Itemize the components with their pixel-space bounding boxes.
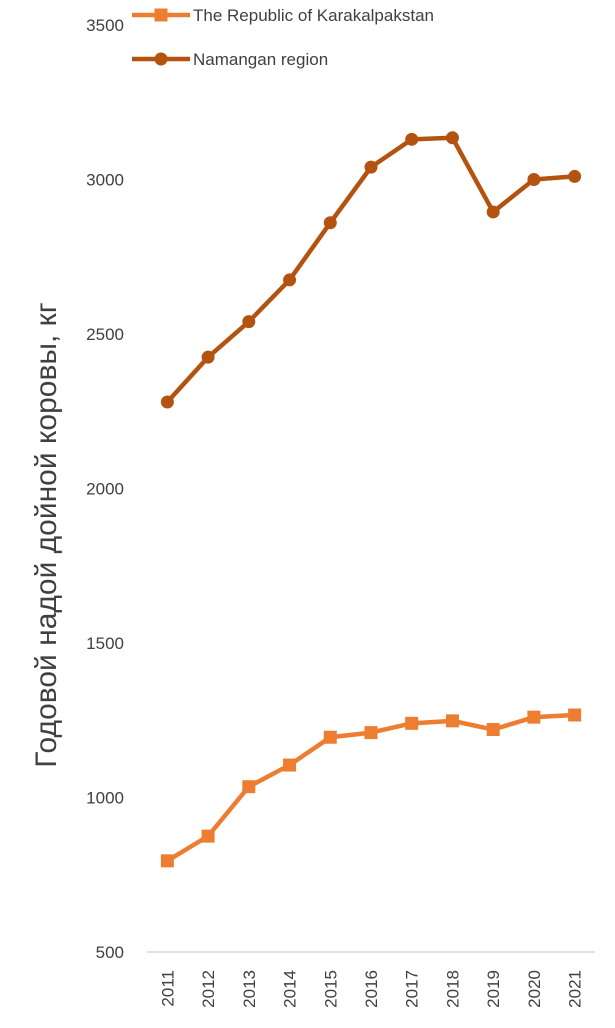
legend-marker xyxy=(154,8,168,22)
y-tick-label: 1000 xyxy=(86,789,124,808)
data-point xyxy=(323,216,337,230)
y-axis-label: Годовой надой дойной коровы, кг xyxy=(30,302,63,767)
data-point xyxy=(486,723,500,737)
data-point xyxy=(527,710,541,724)
data-point xyxy=(201,829,215,843)
x-tick-label: 2015 xyxy=(321,970,340,1008)
y-tick-label: 3000 xyxy=(86,171,124,190)
series-layer xyxy=(160,131,582,868)
data-point xyxy=(201,350,215,364)
data-point xyxy=(160,854,174,868)
y-axis-ticks: 500 1000 1500 2000 2500 3000 3500 xyxy=(86,16,124,962)
legend-item: The Republic of Karakalpakstan xyxy=(132,6,434,25)
data-point xyxy=(445,131,459,145)
y-tick-label: 1500 xyxy=(86,634,124,653)
x-tick-label: 2020 xyxy=(525,970,544,1008)
data-point xyxy=(364,726,378,740)
x-tick-label: 2012 xyxy=(199,970,218,1008)
legend-marker xyxy=(154,52,168,66)
data-point xyxy=(405,132,419,146)
data-point xyxy=(242,315,256,329)
data-point xyxy=(323,730,337,744)
x-tick-label: 2011 xyxy=(158,970,177,1007)
series-line xyxy=(165,135,577,405)
data-point xyxy=(283,273,297,287)
data-point xyxy=(283,758,297,772)
y-tick-label: 2500 xyxy=(86,325,124,344)
y-tick-label: 500 xyxy=(96,943,124,962)
data-point xyxy=(160,395,174,409)
y-tick-label: 3500 xyxy=(86,16,124,35)
series-karakalpakstan xyxy=(160,708,582,868)
data-point xyxy=(568,169,582,183)
data-point xyxy=(364,160,378,174)
x-tick-label: 2017 xyxy=(403,970,422,1008)
x-tick-label: 2021 xyxy=(566,970,585,1008)
legend-label: Namangan region xyxy=(193,50,328,69)
x-tick-label: 2016 xyxy=(362,970,381,1008)
data-point xyxy=(405,716,419,730)
series-namangan xyxy=(160,131,582,409)
legend: The Republic of Karakalpakstan Namangan r… xyxy=(132,6,434,69)
x-tick-label: 2014 xyxy=(281,970,300,1008)
x-axis-ticks: 2011 2012 2013 2014 2015 2016 2017 2018 2019 2020… xyxy=(158,970,584,1008)
x-tick-label: 2019 xyxy=(484,970,503,1008)
x-tick-label: 2013 xyxy=(240,970,259,1008)
x-tick-label: 2018 xyxy=(443,970,462,1008)
y-tick-label: 2000 xyxy=(86,480,124,499)
data-point xyxy=(527,173,541,186)
data-point xyxy=(445,714,459,728)
legend-item: Namangan region xyxy=(132,50,328,69)
legend-label: The Republic of Karakalpakstan xyxy=(193,6,434,25)
data-point xyxy=(568,708,582,722)
data-point xyxy=(242,780,256,794)
data-point xyxy=(486,205,500,219)
